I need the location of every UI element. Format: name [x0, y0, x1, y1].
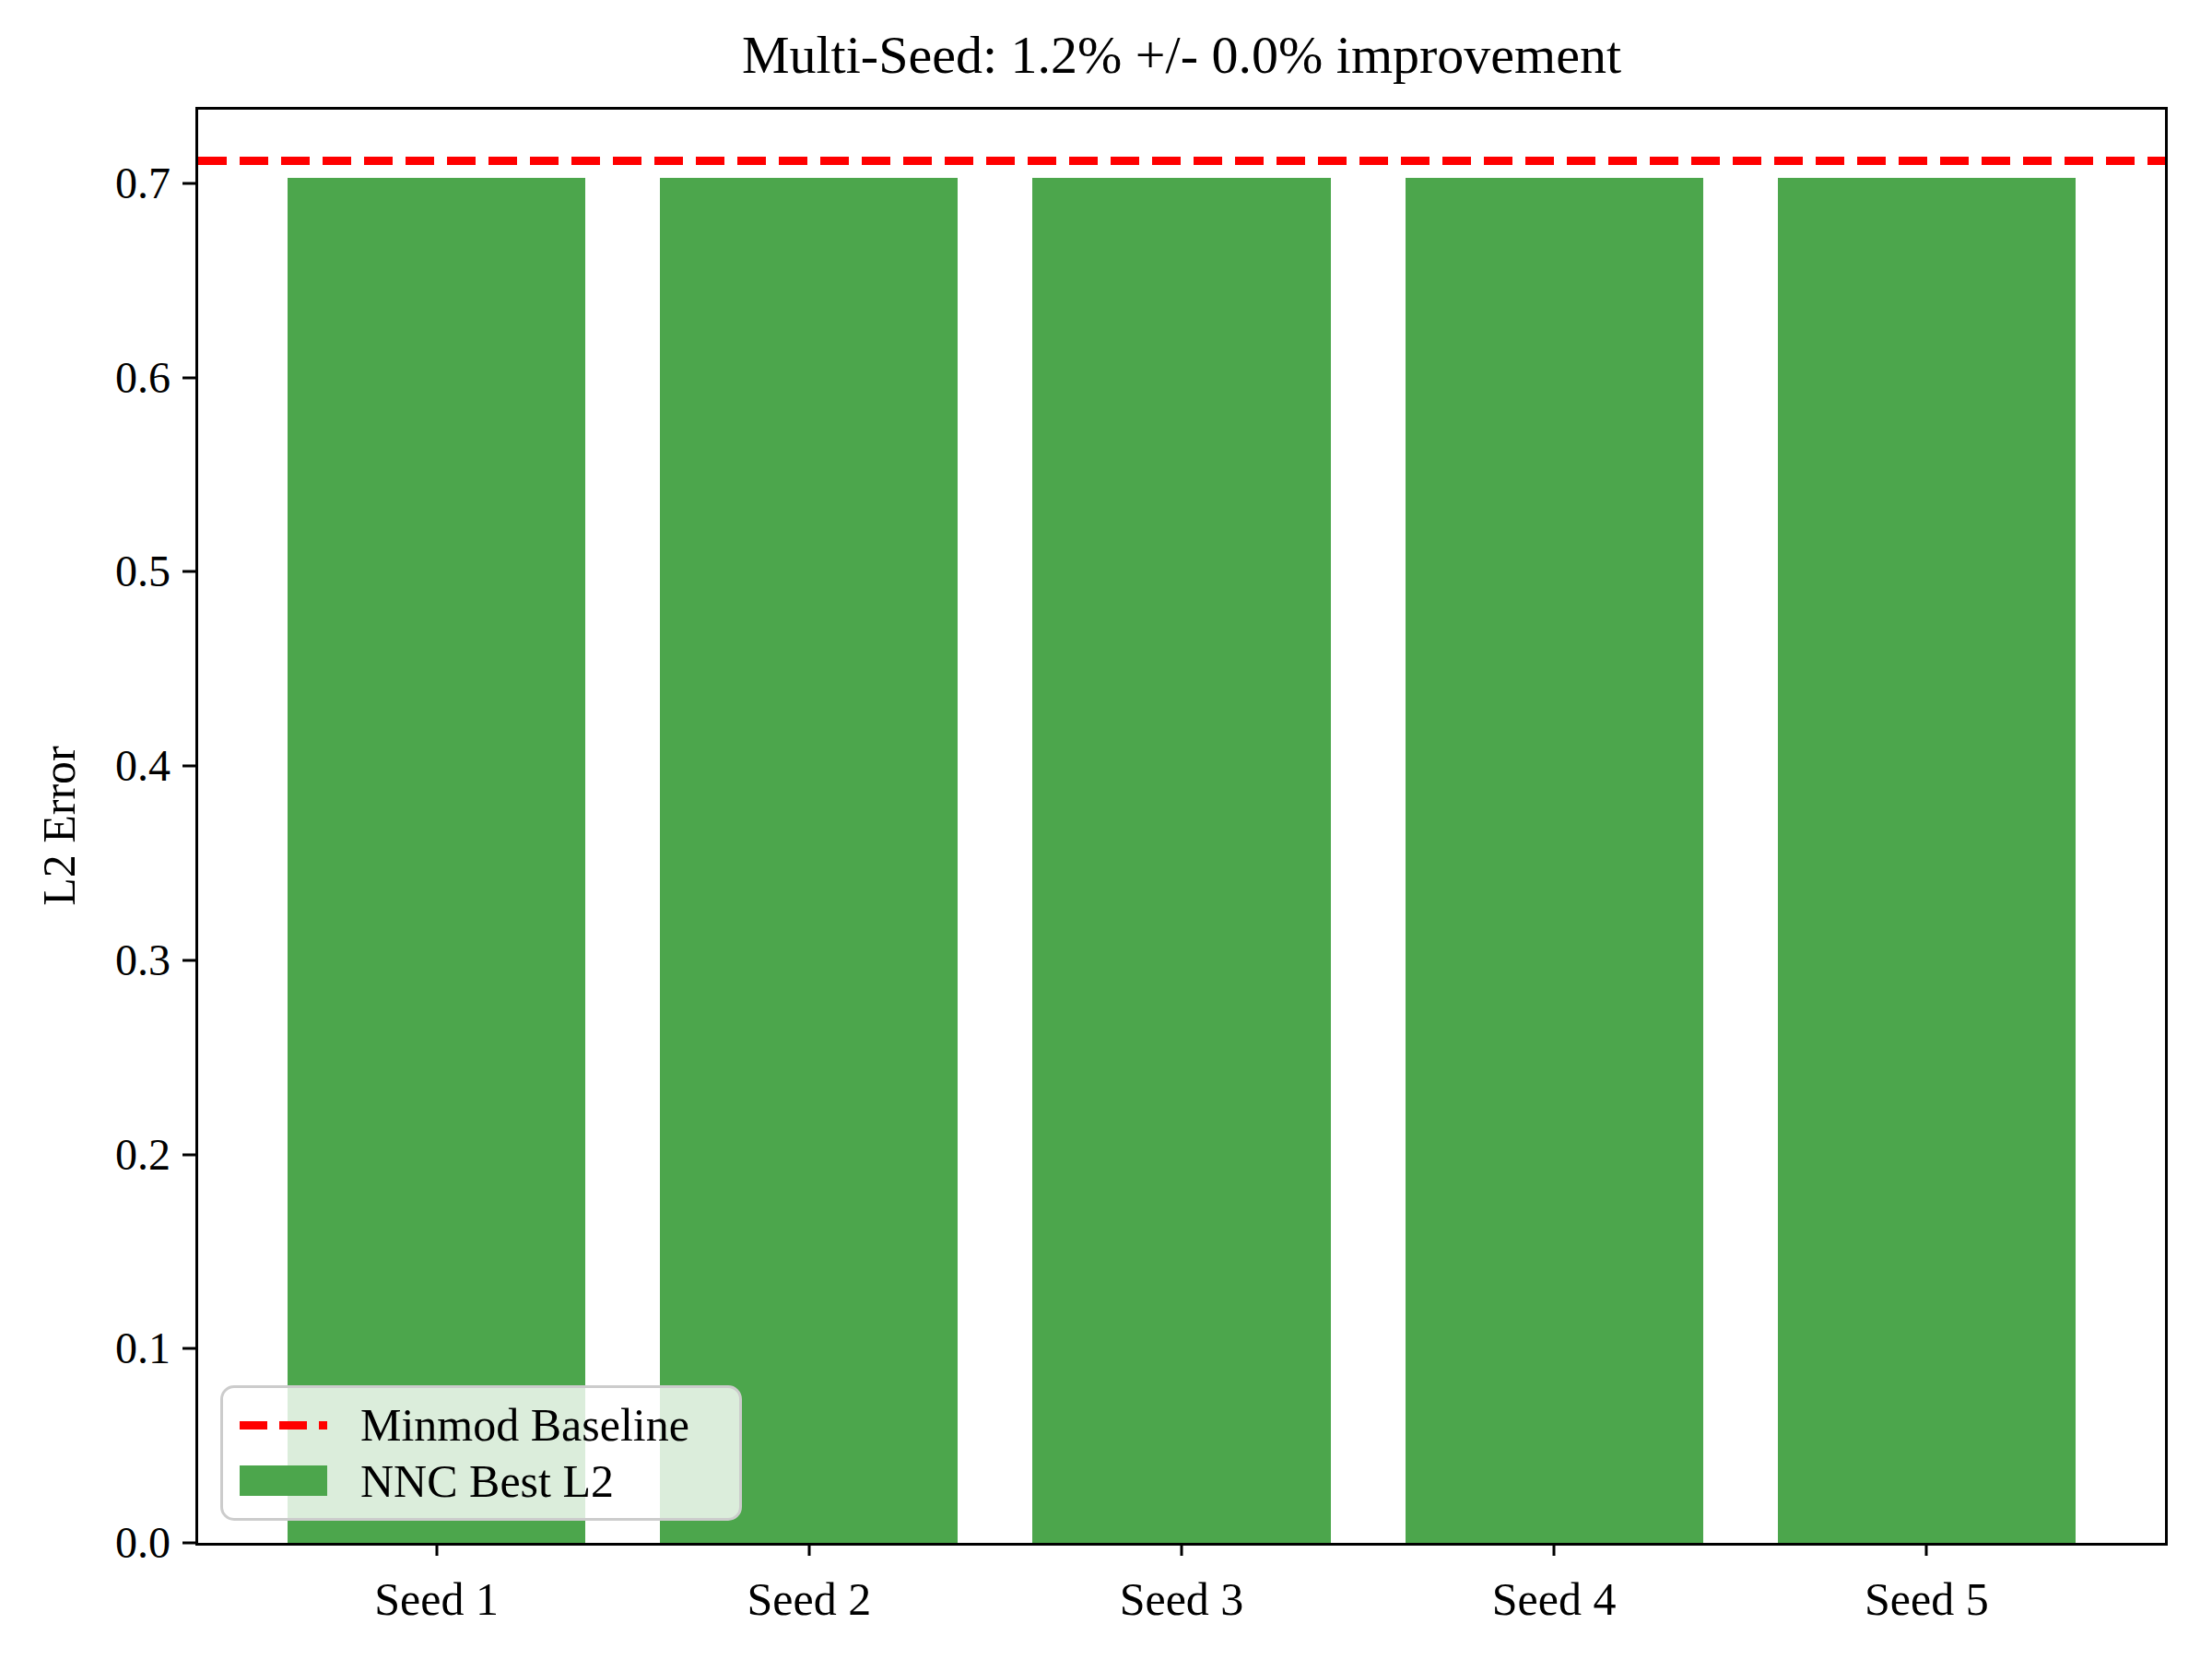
y-tick-label-0.1: 0.1 — [115, 1326, 171, 1371]
baseline-legend-line — [240, 1421, 327, 1430]
bar-seed-3 — [1032, 178, 1330, 1543]
plot-area: Minmod Baseline NNC Best L2 Seed 1Seed 2… — [195, 107, 2168, 1546]
y-tick-0.1 — [182, 1347, 195, 1350]
y-tick-0.0 — [182, 1542, 195, 1545]
y-tick-label-0.3: 0.3 — [115, 938, 171, 982]
y-tick-0.5 — [182, 571, 195, 573]
legend-label-bars: NNC Best L2 — [360, 1458, 614, 1504]
y-tick-label-0.5: 0.5 — [115, 549, 171, 594]
bar-seed-4 — [1406, 178, 1703, 1543]
y-tick-label-0.6: 0.6 — [115, 356, 171, 400]
y-tick-0.7 — [182, 182, 195, 185]
x-tick-label-seed-5: Seed 5 — [1865, 1576, 1989, 1622]
x-tick-label-seed-4: Seed 4 — [1492, 1576, 1617, 1622]
bar-seed-2 — [660, 178, 958, 1543]
y-tick-0.6 — [182, 376, 195, 379]
bar-legend-patch — [240, 1465, 327, 1496]
x-tick-seed-5 — [1925, 1543, 1928, 1556]
chart-title: Multi-Seed: 1.2% +/- 0.0% improvement — [195, 26, 2168, 85]
dashed-line-sample-icon — [240, 1421, 327, 1430]
legend-item-baseline: Minmod Baseline — [240, 1397, 723, 1453]
y-tick-label-0.0: 0.0 — [115, 1521, 171, 1565]
legend-item-bars: NNC Best L2 — [240, 1453, 723, 1510]
figure: Multi-Seed: 1.2% +/- 0.0% improvement L2… — [0, 0, 2212, 1659]
bar-patch-sample-icon — [240, 1465, 327, 1496]
y-tick-label-0.2: 0.2 — [115, 1133, 171, 1177]
x-tick-seed-1 — [435, 1543, 438, 1556]
bar-seed-1 — [288, 178, 585, 1543]
legend-label-baseline: Minmod Baseline — [360, 1402, 689, 1448]
x-tick-label-seed-2: Seed 2 — [747, 1576, 871, 1622]
x-tick-seed-3 — [1181, 1543, 1183, 1556]
y-tick-0.2 — [182, 1153, 195, 1156]
y-tick-label-0.4: 0.4 — [115, 744, 171, 788]
bar-seed-5 — [1778, 178, 2076, 1543]
x-tick-label-seed-3: Seed 3 — [1120, 1576, 1244, 1622]
baseline-line — [198, 157, 2165, 165]
y-tick-0.3 — [182, 959, 195, 961]
y-tick-label-0.7: 0.7 — [115, 161, 171, 206]
x-tick-seed-4 — [1553, 1543, 1556, 1556]
x-tick-label-seed-1: Seed 1 — [374, 1576, 499, 1622]
x-tick-seed-2 — [807, 1543, 810, 1556]
y-axis-label: L2 Error — [32, 746, 86, 906]
legend: Minmod Baseline NNC Best L2 — [220, 1385, 742, 1521]
y-tick-0.4 — [182, 765, 195, 768]
